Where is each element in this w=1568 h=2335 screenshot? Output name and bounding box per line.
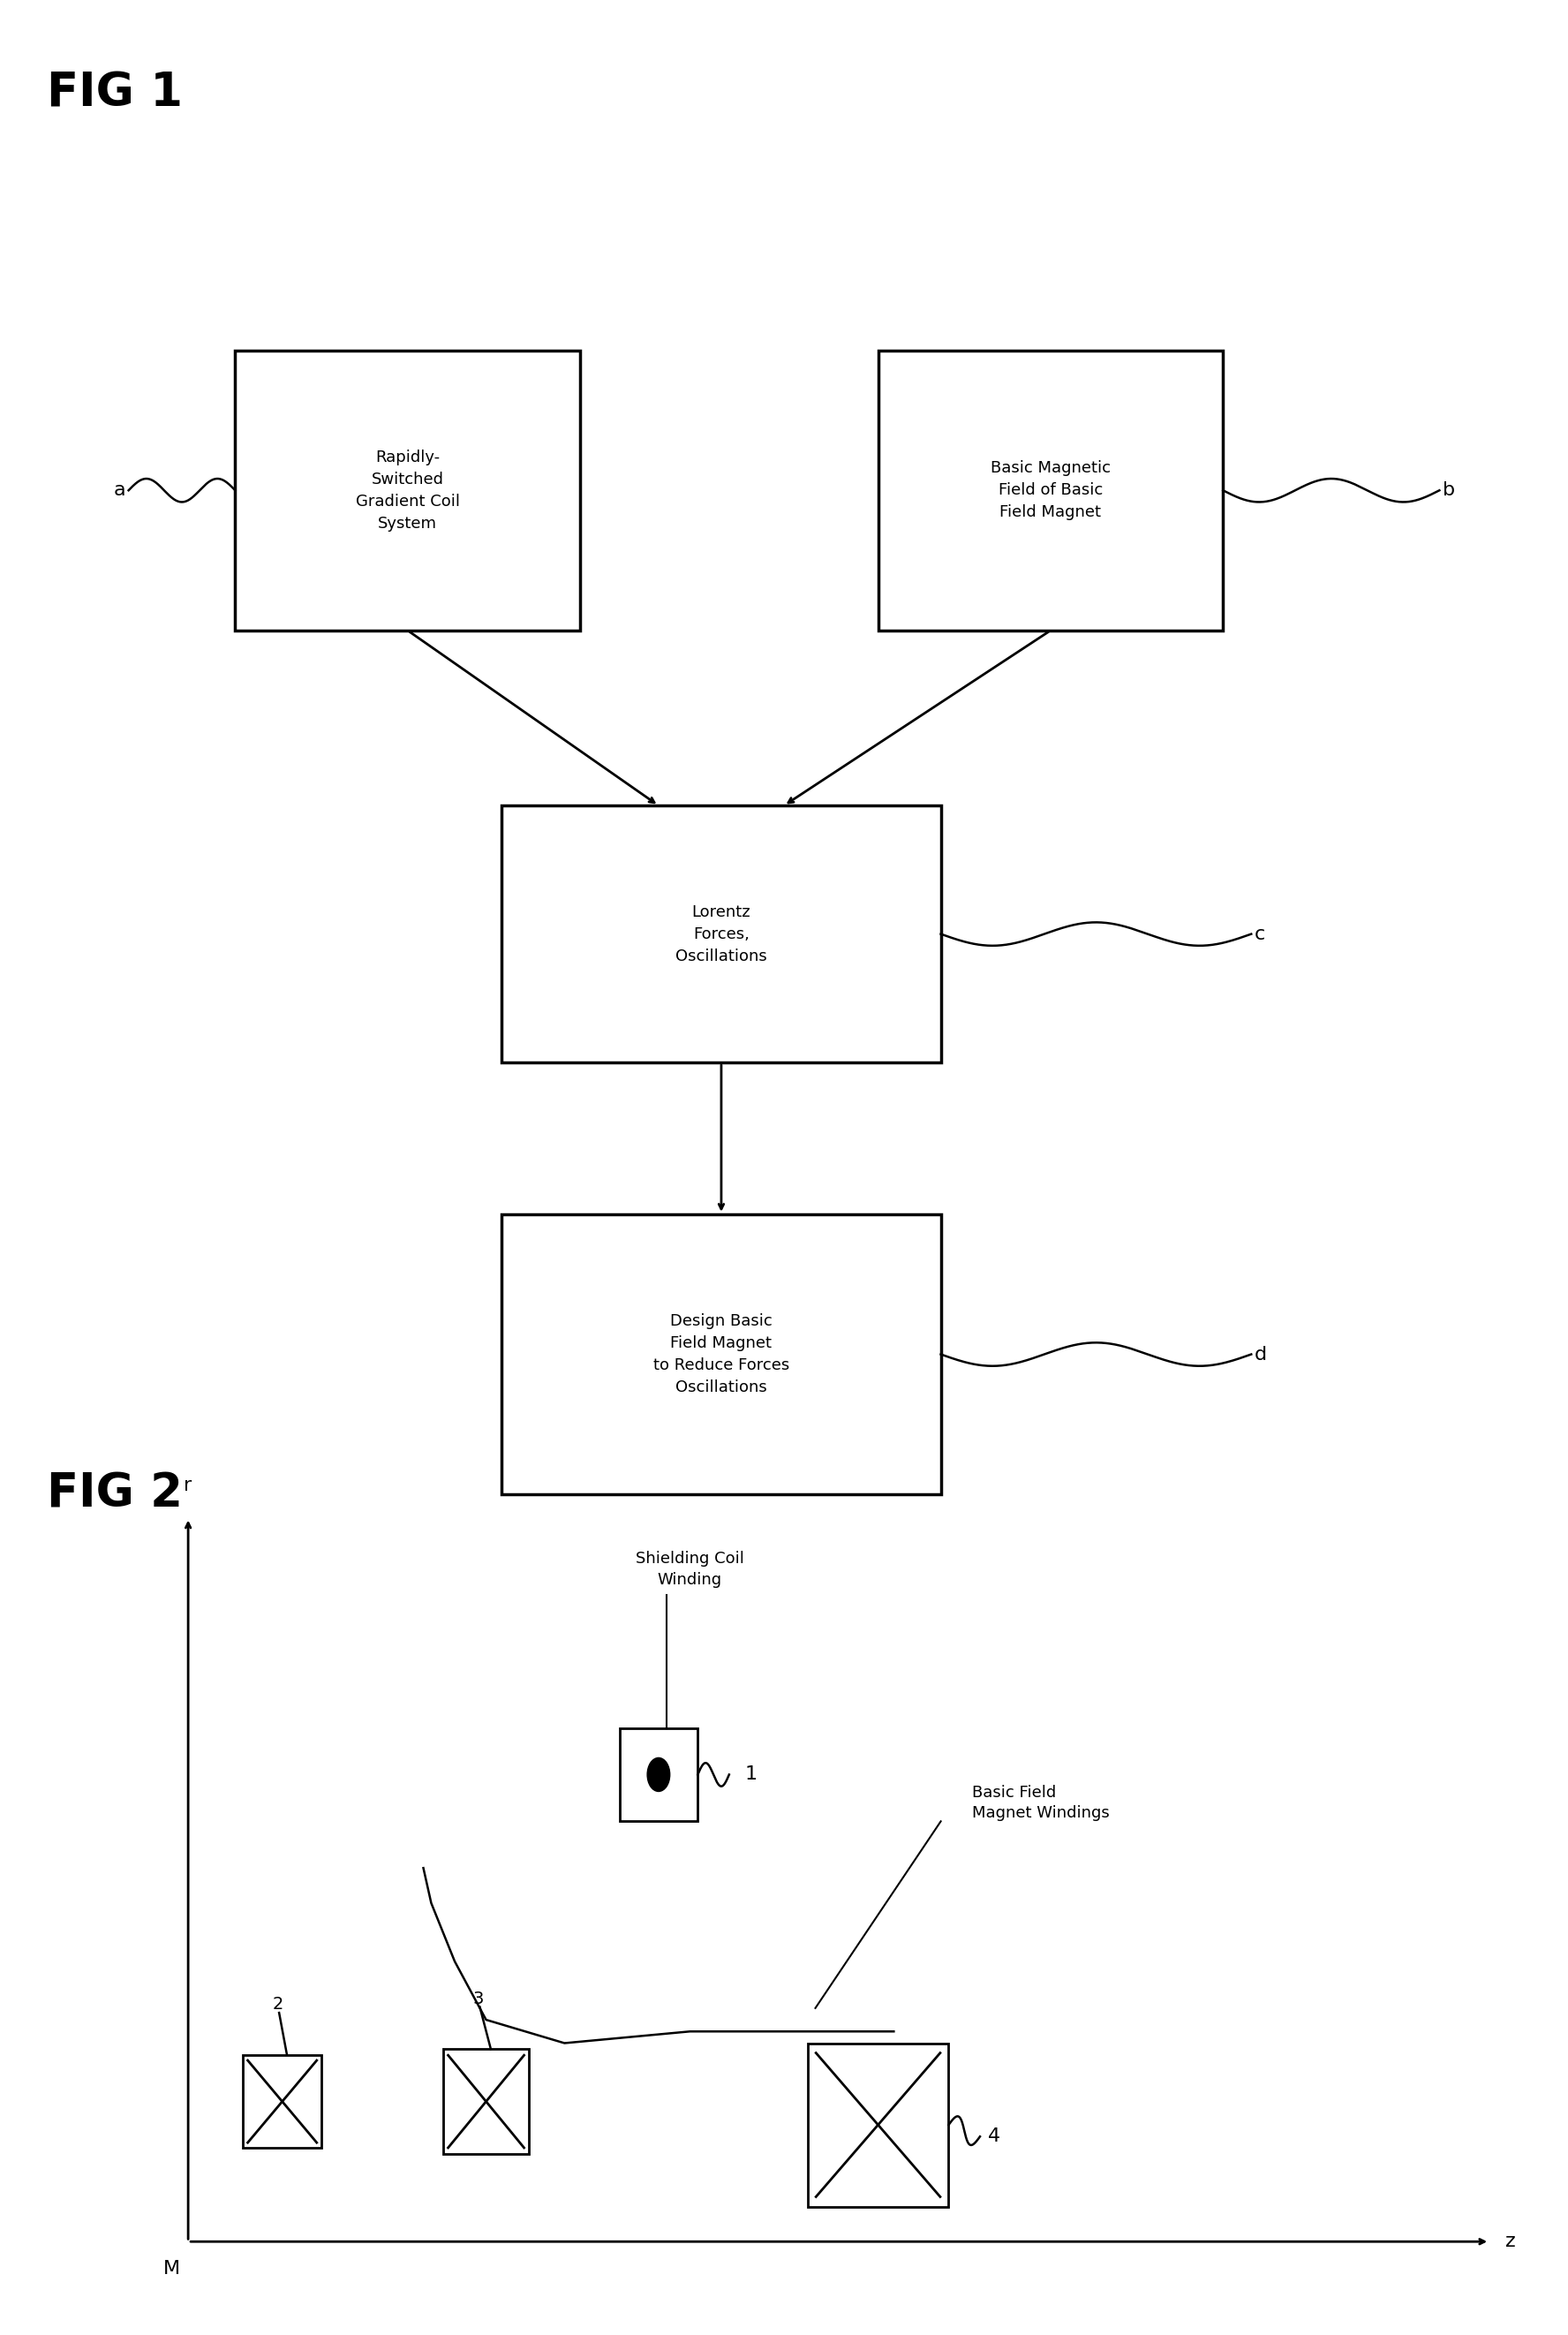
Bar [502,806,941,1062]
Bar [502,1214,941,1494]
Text: FIG 1: FIG 1 [47,70,183,117]
Bar [878,350,1223,630]
Circle shape [648,1758,670,1791]
Bar [243,2055,321,2148]
Text: z: z [1505,2232,1516,2251]
Text: d: d [1254,1345,1267,1364]
Text: FIG 2: FIG 2 [47,1471,183,1518]
Text: 1: 1 [745,1765,757,1784]
Text: Basic Field
Magnet Windings: Basic Field Magnet Windings [972,1784,1110,1821]
Text: r: r [183,1476,193,1494]
Bar [619,1728,698,1821]
Text: a: a [113,481,125,500]
Text: M: M [163,2260,180,2279]
Text: b: b [1443,481,1455,500]
Text: Rapidly-
Switched
Gradient Coil
System: Rapidly- Switched Gradient Coil System [356,448,459,532]
Text: Shielding Coil
Winding: Shielding Coil Winding [635,1550,745,1588]
Text: 4: 4 [988,2127,1000,2146]
Bar [442,2050,528,2153]
Text: c: c [1254,925,1265,943]
Text: Basic Magnetic
Field of Basic
Field Magnet: Basic Magnetic Field of Basic Field Magn… [991,460,1110,521]
Text: Lorentz
Forces,
Oscillations: Lorentz Forces, Oscillations [676,904,767,964]
Text: 2: 2 [273,1996,282,2013]
Text: Design Basic
Field Magnet
to Reduce Forces
Oscillations: Design Basic Field Magnet to Reduce Forc… [654,1312,789,1396]
Text: 3: 3 [474,1989,483,2006]
Bar [808,2043,949,2207]
Bar [235,350,580,630]
